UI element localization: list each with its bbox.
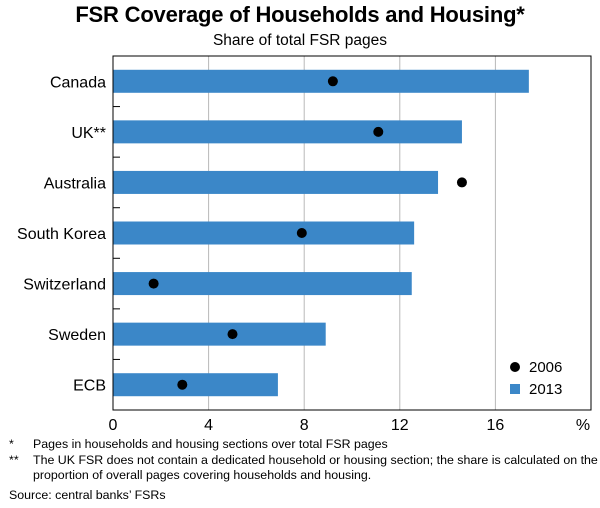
legend-2013-marker (510, 384, 520, 394)
plot-frame (112, 55, 592, 411)
dot-sweden (227, 329, 238, 340)
source-note: Source: central banks’ FSRs (9, 488, 166, 502)
dot-australia (456, 177, 467, 188)
unit-label: % (576, 417, 590, 434)
x-tick-label-12: 12 (391, 417, 409, 434)
chart-subtitle: Share of total FSR pages (212, 32, 388, 49)
bar-australia (113, 170, 439, 194)
x-tick-label-16: 16 (487, 417, 505, 434)
footnote-2-mark: ** (9, 452, 19, 467)
footnote-1: * Pages in households and housing sectio… (9, 437, 600, 453)
x-tick-label-0: 0 (109, 417, 118, 434)
bar-south-korea (113, 221, 415, 245)
bar-uk (113, 120, 462, 144)
chart: Canada UK** Australia South Korea Switzerlan… (17, 55, 592, 434)
dot-south-korea (296, 228, 307, 238)
x-tick-label-8: 8 (300, 417, 309, 434)
bar-canada (113, 69, 529, 93)
footnote-1-text: Pages in households and housing sections… (33, 437, 388, 451)
bar-ecb (113, 373, 278, 397)
dot-canada (327, 76, 338, 87)
bar-switzerland (113, 272, 412, 296)
category-label-ecb: ECB (73, 378, 106, 395)
dot-ecb (177, 379, 188, 390)
category-label-uk: UK** (71, 125, 106, 142)
dot-uk (373, 126, 384, 137)
legend-2006-label: 2006 (529, 359, 562, 376)
chart-title: FSR Coverage of Households and Housing* (75, 2, 525, 27)
category-label-switzerland: Switzerland (23, 277, 106, 294)
footnote-2: ** The UK FSR does not contain a dedicat… (9, 453, 600, 484)
footnotes: * Pages in households and housing sectio… (9, 437, 600, 484)
legend-2013-label: 2013 (529, 381, 562, 398)
footnote-2-text: The UK FSR does not contain a dedicated … (33, 452, 598, 483)
legend-2006-marker (510, 362, 520, 372)
x-tick-label-4: 4 (204, 417, 213, 434)
bar-sweden (113, 322, 326, 346)
footnote-1-mark: * (9, 437, 14, 451)
category-label-south-korea: South Korea (17, 226, 106, 243)
dot-switzerland (148, 278, 159, 289)
category-label-australia: Australia (44, 175, 106, 192)
category-label-canada: Canada (50, 74, 106, 91)
category-label-sweden: Sweden (48, 327, 106, 344)
